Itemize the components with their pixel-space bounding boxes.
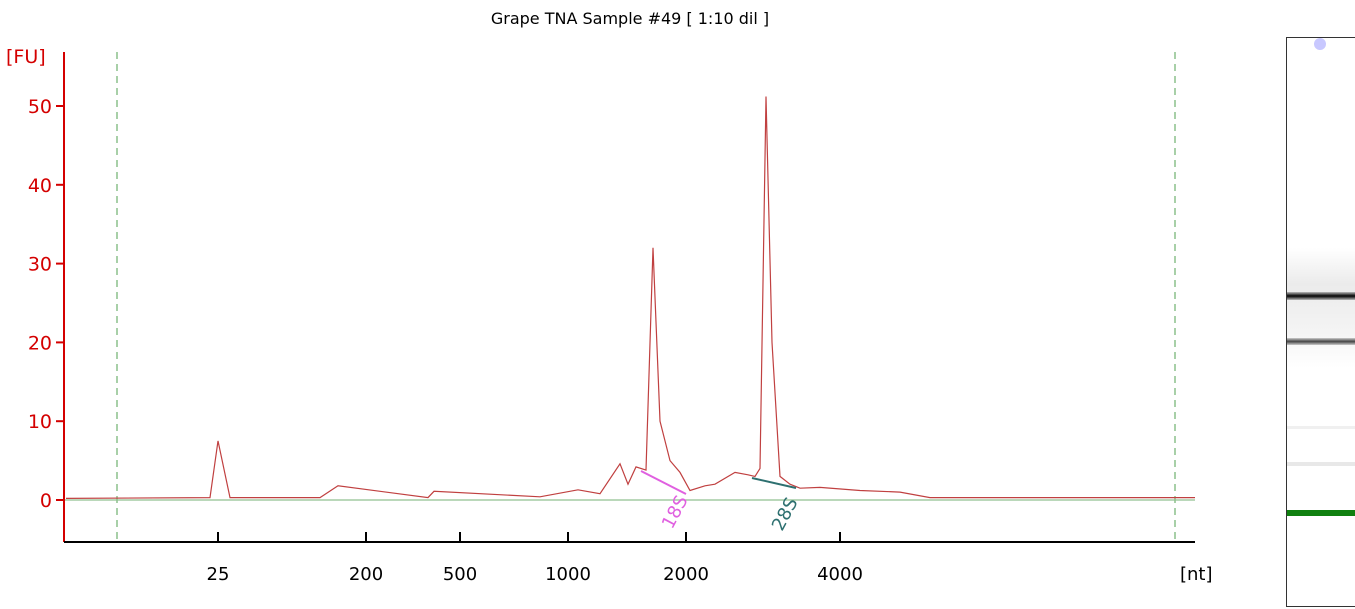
trace-line <box>65 96 1195 499</box>
gel-smear <box>1287 248 1355 368</box>
y-tick-label: 20 <box>28 332 52 354</box>
lower-marker-band <box>1287 510 1355 516</box>
marker-lines <box>116 52 1176 541</box>
label-18s: 18S <box>658 492 693 532</box>
x-tick-label: 1000 <box>545 564 591 585</box>
x-tick-label: 2000 <box>663 564 709 585</box>
y-tick-label: 10 <box>28 411 52 433</box>
gel-lane <box>1286 37 1355 607</box>
y-tick-label: 40 <box>28 175 52 197</box>
x-tick-label: 4000 <box>817 564 863 585</box>
y-tick-label: 30 <box>28 254 52 276</box>
x-ticks: 25 200 500 1000 2000 4000 <box>207 532 863 585</box>
x-tick-label: 200 <box>349 564 383 585</box>
chart-title: Grape TNA Sample #49 [ 1:10 dil ] <box>491 9 769 28</box>
y-tick-label: 50 <box>28 96 52 118</box>
y-axis-label: [FU] <box>6 46 46 68</box>
x-tick-label: 500 <box>443 564 477 585</box>
band-faint <box>1287 426 1355 429</box>
band-28s <box>1287 292 1355 300</box>
electropherogram-chart: Grape TNA Sample #49 [ 1:10 dil ] [FU] [… <box>6 9 1213 585</box>
y-tick-label: 0 <box>40 490 52 512</box>
x-axis-label: [nt] <box>1180 564 1213 585</box>
x-tick-label: 25 <box>207 564 230 585</box>
band-18s <box>1287 338 1355 345</box>
y-ticks: 50 40 30 20 10 0 <box>28 96 64 512</box>
band-faint-2 <box>1287 462 1355 466</box>
upper-marker-dot <box>1314 38 1326 50</box>
